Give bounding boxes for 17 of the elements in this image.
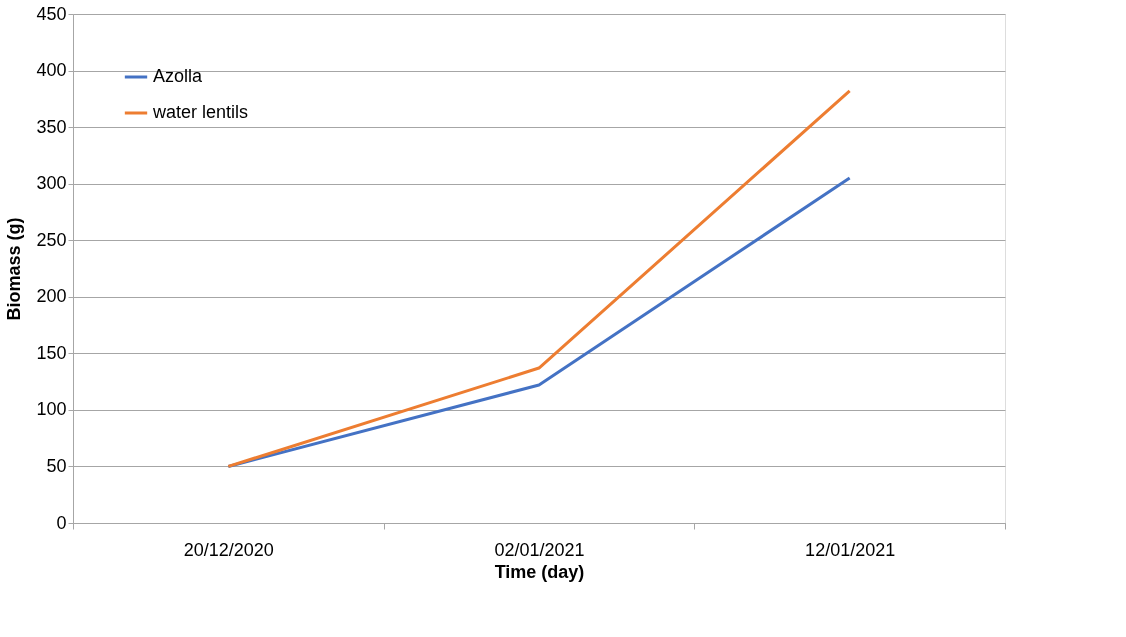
y-tick-label: 350 <box>36 116 67 137</box>
x-tick-label: 12/01/2021 <box>805 539 896 560</box>
x-tick-label: 20/12/2020 <box>183 539 274 560</box>
x-tick-label: 02/01/2021 <box>494 539 585 560</box>
y-tick-label: 300 <box>36 173 67 194</box>
y-axis-title: Biomass (g) <box>4 217 25 321</box>
y-tick-label: 150 <box>36 342 67 363</box>
y-tick-label: 100 <box>36 399 67 420</box>
legend-label: water lentils <box>152 102 249 122</box>
y-tick-label: 450 <box>36 3 67 24</box>
x-axis-title: Time (day) <box>494 561 585 582</box>
y-tick-label: 200 <box>36 286 67 307</box>
y-tick-label: 400 <box>36 60 67 81</box>
legend-label: Azolla <box>153 66 204 86</box>
y-tick-label: 0 <box>56 512 67 533</box>
y-tick-label: 250 <box>36 229 67 250</box>
y-tick-label: 50 <box>46 455 67 476</box>
